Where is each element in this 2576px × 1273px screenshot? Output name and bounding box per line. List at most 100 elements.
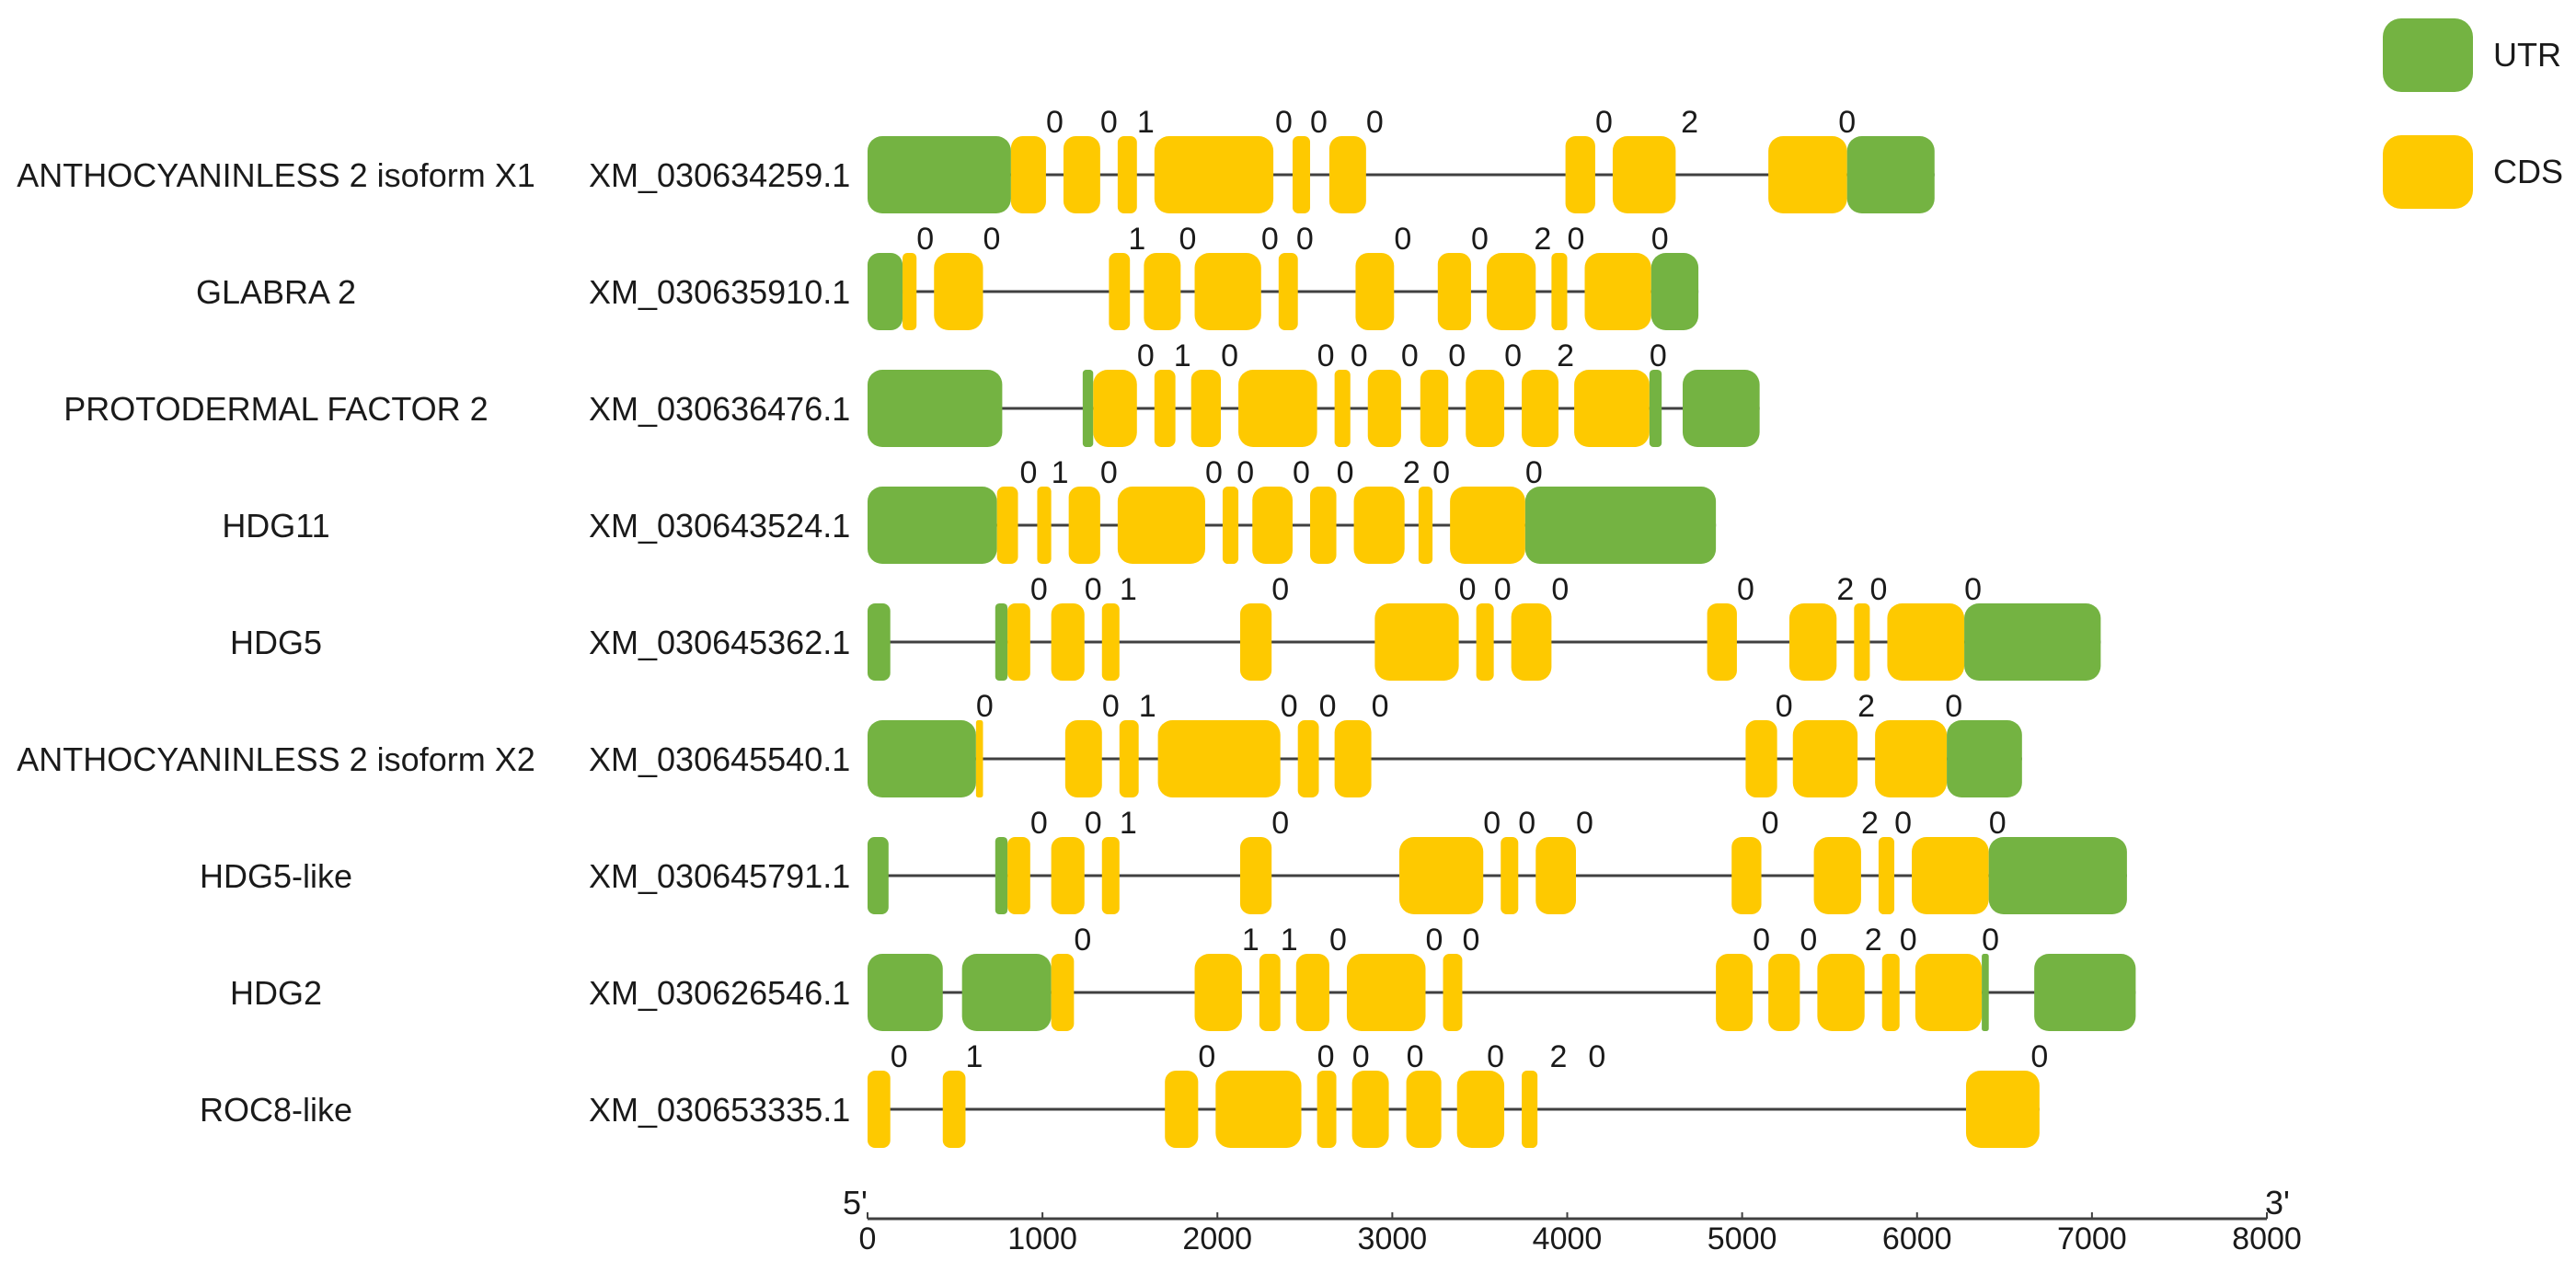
phase-label: 0 <box>1762 806 1779 841</box>
utr-segment <box>868 253 903 330</box>
cds-segment <box>1813 837 1861 914</box>
cds-segment <box>1367 370 1401 447</box>
axis-tick-label: 1000 <box>1007 1221 1077 1256</box>
gene-row: ANTHOCYANINLESS 2 isoform X2 XM_030645540… <box>17 689 2022 797</box>
utr-segment <box>868 720 976 797</box>
gene-row: PROTODERMAL FACTOR 2 XM_030636476.10 1 0 0 0 0… <box>63 338 1760 447</box>
utr-segment <box>868 487 997 564</box>
cds-segment <box>1522 370 1558 447</box>
gene-row: HDG5 XM_030645362.10 0 1 0 0 0 0 0 2 0 0 <box>230 572 2101 681</box>
utr-segment <box>1649 370 1662 447</box>
phase-label: 0 <box>1317 338 1335 373</box>
cds-segment <box>1278 253 1298 330</box>
phase-label: 0 <box>1753 923 1770 958</box>
length-axis: 5' 3' 0 1000 2000 3000 4000 5000 6000 7000 8000 <box>843 1184 2302 1256</box>
cds-segment <box>868 1071 891 1148</box>
phase-label: 0 <box>1989 806 2007 841</box>
utr-segment <box>2034 954 2136 1031</box>
phase-label: 0 <box>1595 105 1613 140</box>
cds-segment <box>1259 954 1281 1031</box>
phase-label: 2 <box>1865 923 1882 958</box>
cds-segment <box>1068 487 1100 564</box>
cds-segment <box>1093 370 1137 447</box>
cds-segment <box>1707 603 1737 681</box>
phase-label: 0 <box>1351 338 1368 373</box>
phase-label: 0 <box>1426 923 1443 958</box>
phase-label: 0 <box>1394 222 1411 257</box>
utr-segment <box>1947 720 2022 797</box>
phase-label: 1 <box>1128 222 1145 257</box>
phase-label: 1 <box>1120 572 1137 607</box>
utr-segment <box>868 603 891 681</box>
cds-segment <box>1878 837 1895 914</box>
gene-name: ROC8-like <box>200 1091 352 1129</box>
cds-segment <box>1109 253 1131 330</box>
gene-rows: ANTHOCYANINLESS 2 isoform X1 XM_030634259… <box>17 105 2136 1148</box>
phase-label: 0 <box>1319 689 1337 724</box>
cds-segment <box>1144 253 1181 330</box>
gene-name: HDG11 <box>222 507 329 545</box>
cds-segment <box>1887 603 1965 681</box>
phase-label: 2 <box>1857 689 1875 724</box>
legend-cds-label: CDS <box>2493 153 2563 190</box>
cds-segment <box>1450 487 1525 564</box>
cds-segment <box>1222 487 1239 564</box>
phase-label: 0 <box>1838 105 1856 140</box>
cds-segment <box>1064 720 1102 797</box>
phase-label: 0 <box>1329 923 1347 958</box>
utr-segment <box>1650 253 1699 330</box>
cds-segment <box>1239 837 1272 914</box>
phase-label: 0 <box>1179 222 1196 257</box>
utr-segment <box>1524 487 1717 564</box>
cds-segment <box>1443 954 1463 1031</box>
utr-segment <box>1082 370 1094 447</box>
phase-label: 1 <box>1139 689 1156 724</box>
phase-label: 1 <box>1281 923 1298 958</box>
phase-label: 0 <box>1432 455 1450 490</box>
phase-label: 2 <box>1836 572 1854 607</box>
cds-segment <box>996 487 1018 564</box>
phase-label: 0 <box>1085 572 1102 607</box>
phase-label: 0 <box>1337 455 1354 490</box>
phase-label: 1 <box>1120 806 1137 841</box>
axis-tick-label: 5000 <box>1708 1221 1777 1256</box>
phase-label: 0 <box>1221 338 1238 373</box>
phase-label: 0 <box>891 1039 908 1074</box>
cds-segment <box>1010 136 1046 213</box>
phase-label: 0 <box>976 689 994 724</box>
phase-label: 0 <box>1576 806 1593 841</box>
cds-segment <box>1317 1071 1337 1148</box>
legend-utr-swatch <box>2383 18 2473 92</box>
phase-label: 0 <box>1261 222 1279 257</box>
phase-label: 0 <box>1271 572 1289 607</box>
phase-label: 1 <box>1174 338 1191 373</box>
cds-segment <box>1215 1071 1302 1148</box>
cds-segment <box>1875 720 1948 797</box>
cds-segment <box>1716 954 1754 1031</box>
phase-label: 1 <box>1242 923 1259 958</box>
utr-segment <box>995 837 1008 914</box>
axis-tick-label: 4000 <box>1533 1221 1603 1256</box>
cds-segment <box>1346 954 1426 1031</box>
utr-segment <box>1982 954 1989 1031</box>
cds-segment <box>1239 603 1272 681</box>
utr-segment <box>868 370 1003 447</box>
cds-segment <box>1511 603 1552 681</box>
gene-row: HDG2 XM_030626546.10 1 1 0 0 0 0 0 2 0 0 <box>230 923 2136 1031</box>
cds-segment <box>1117 136 1137 213</box>
phase-label: 0 <box>1372 689 1389 724</box>
phase-label: 0 <box>916 222 934 257</box>
phase-label: 0 <box>1504 338 1522 373</box>
cds-segment <box>1007 837 1030 914</box>
cds-segment <box>1437 253 1471 330</box>
phase-label: 1 <box>1137 105 1155 140</box>
gene-accession: XM_030645362.1 <box>589 624 850 661</box>
cds-segment <box>1194 253 1261 330</box>
cds-segment <box>1051 603 1085 681</box>
cds-segment <box>1295 954 1329 1031</box>
gene-name: HDG2 <box>230 974 322 1012</box>
utr-segment <box>995 603 1008 681</box>
cds-segment <box>1355 253 1395 330</box>
axis-tick-label: 2000 <box>1182 1221 1252 1256</box>
cds-segment <box>1117 487 1205 564</box>
